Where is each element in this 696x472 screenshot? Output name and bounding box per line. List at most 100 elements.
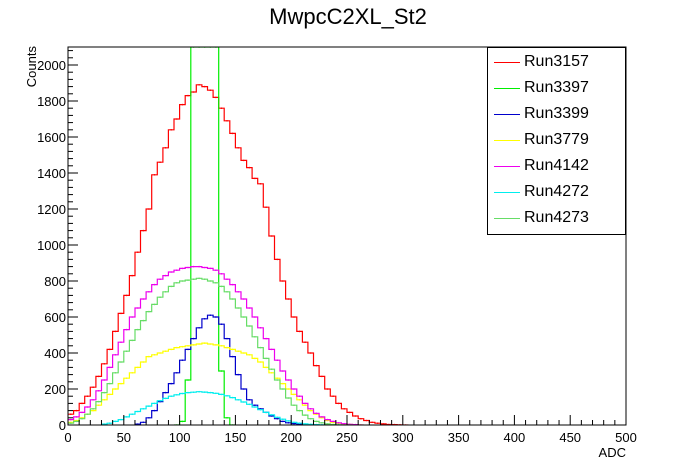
- data-point: [237, 373, 239, 376]
- data-point: [176, 269, 178, 272]
- data-point: [265, 206, 267, 208]
- data-point: [92, 409, 94, 412]
- data-point: [187, 391, 189, 394]
- data-point: [276, 379, 279, 381]
- data-point: [86, 395, 89, 398]
- data-point: [137, 307, 139, 309]
- y-tick-label: 800: [44, 274, 66, 289]
- data-point: [220, 323, 223, 326]
- data-point: [315, 364, 318, 367]
- data-point: [220, 393, 223, 396]
- data-point: [86, 413, 89, 416]
- data-point: [153, 283, 156, 286]
- data-point: [298, 330, 301, 333]
- legend-swatch: [494, 140, 520, 141]
- data-point: [120, 418, 122, 421]
- data-point: [237, 147, 239, 149]
- data-point: [304, 341, 306, 344]
- data-point: [120, 361, 122, 363]
- data-point: [332, 395, 334, 398]
- data-point: [131, 274, 133, 277]
- data-point: [181, 280, 184, 282]
- data-point: [315, 420, 318, 423]
- data-point: [153, 303, 156, 306]
- data-point: [109, 366, 111, 369]
- data-point: [70, 418, 72, 421]
- data-point: [142, 408, 145, 410]
- data-point: [170, 382, 172, 385]
- y-tick-label: 1200: [37, 202, 66, 217]
- data-point: [248, 166, 251, 169]
- data-point: [70, 413, 72, 416]
- data-point: [282, 370, 284, 372]
- data-point: [142, 319, 145, 322]
- data-point: [237, 350, 239, 353]
- data-point: [220, 370, 223, 372]
- data-point: [237, 399, 239, 401]
- data-point: [103, 391, 106, 394]
- legend-entry: Run3397: [488, 78, 625, 100]
- data-point: [215, 269, 217, 272]
- data-point: [337, 422, 340, 424]
- data-point: [176, 394, 178, 396]
- data-point: [226, 120, 228, 122]
- data-point: [109, 348, 111, 351]
- data-point: [215, 344, 217, 346]
- data-point: [243, 388, 245, 390]
- data-point: [293, 393, 295, 396]
- data-point: [287, 397, 290, 399]
- data-point: [243, 401, 245, 403]
- data-point: [248, 325, 251, 327]
- data-point: [203, 342, 206, 344]
- data-point: [203, 318, 206, 320]
- data-point: [114, 420, 117, 423]
- data-point: [287, 388, 290, 390]
- data-point: [181, 420, 184, 423]
- data-point: [198, 265, 200, 268]
- legend-swatch: [494, 166, 520, 167]
- data-point: [226, 417, 228, 419]
- data-point: [282, 280, 284, 282]
- data-point: [309, 352, 312, 354]
- data-point: [148, 417, 150, 419]
- data-point: [287, 422, 290, 424]
- data-point: [231, 283, 234, 286]
- legend-label: Run3399: [524, 105, 589, 122]
- legend-swatch: [494, 192, 520, 193]
- data-point: [92, 386, 94, 389]
- axes: 0 50 100 150 200 250 300 350 400 450 500 0 200 400 600…: [37, 46, 637, 445]
- data-point: [226, 278, 228, 281]
- data-point: [226, 337, 228, 340]
- data-point: [203, 391, 206, 393]
- data-point: [97, 404, 100, 407]
- data-point: [97, 390, 100, 392]
- legend-label: Run4273: [524, 209, 589, 226]
- data-point: [125, 377, 128, 380]
- data-point: [187, 94, 189, 97]
- data-point: [142, 361, 145, 363]
- data-point: [376, 422, 379, 425]
- data-point: [293, 316, 295, 318]
- data-point: [81, 411, 83, 414]
- data-point: [287, 379, 290, 381]
- data-point: [203, 278, 206, 281]
- data-point: [382, 423, 385, 425]
- data-point: [170, 271, 172, 273]
- data-point: [125, 416, 128, 418]
- data-point: [164, 291, 167, 293]
- y-tick-label: 200: [44, 382, 66, 397]
- legend-swatch: [494, 218, 520, 219]
- data-point: [309, 408, 312, 410]
- data-point: [254, 336, 256, 338]
- data-point: [198, 343, 200, 345]
- data-point: [109, 422, 111, 425]
- data-point: [170, 129, 172, 131]
- data-point: [159, 399, 161, 402]
- data-point: [254, 406, 256, 408]
- data-point: [237, 291, 239, 293]
- data-point: [298, 409, 301, 412]
- data-point: [365, 419, 368, 422]
- data-point: [226, 291, 228, 293]
- data-point: [248, 354, 251, 356]
- data-point: [231, 396, 234, 399]
